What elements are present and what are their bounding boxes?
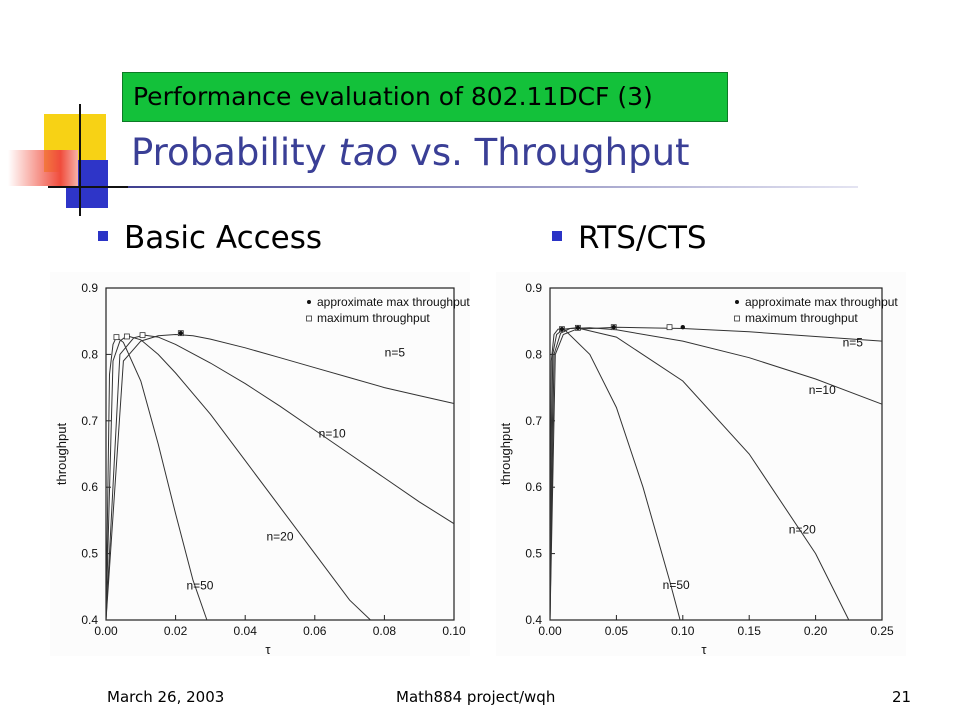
curve-label: n=50 bbox=[663, 578, 690, 592]
series-line-n-5 bbox=[105, 333, 455, 621]
x-tick-label: 0.06 bbox=[303, 624, 327, 638]
legend-item: approximate max throughput bbox=[317, 295, 470, 309]
y-tick-label: 0.4 bbox=[525, 613, 542, 627]
bullet-square-icon bbox=[98, 230, 108, 241]
y-tick-label: 0.7 bbox=[81, 414, 98, 428]
x-tick-label: 0.15 bbox=[738, 624, 762, 638]
approx-max-throughput-point bbox=[680, 324, 685, 330]
approx-max-throughput-point bbox=[559, 326, 565, 332]
series-line-n-20 bbox=[549, 327, 850, 621]
series-line-n-10 bbox=[549, 327, 883, 621]
y-tick-label: 0.5 bbox=[525, 547, 542, 561]
curve-label: n=5 bbox=[843, 335, 864, 349]
chart-rts-cts: 0.00 0.05 0.10 0.15 0.20 0.25 0.4 0.5 0.6 0.7 0.8 0… bbox=[496, 272, 906, 656]
legend-dot-marker bbox=[735, 300, 739, 304]
y-axis-label: throughput bbox=[54, 423, 69, 486]
x-tick-label: 0.10 bbox=[442, 624, 466, 638]
legend-dot-marker bbox=[307, 300, 311, 304]
legend-item: maximum throughput bbox=[745, 311, 858, 325]
y-tick-label: 0.4 bbox=[81, 613, 98, 627]
x-tick-label: 0.10 bbox=[671, 624, 695, 638]
x-tick-label: 0.02 bbox=[164, 624, 188, 638]
footer-project: Math884 project/wqh bbox=[396, 688, 556, 706]
plot-frame bbox=[549, 287, 883, 621]
bullet-rts-cts: RTS/CTS bbox=[552, 220, 707, 256]
bullet-label: Basic Access bbox=[124, 220, 323, 256]
max-throughput-point bbox=[139, 332, 146, 339]
curve-label: n=5 bbox=[385, 345, 406, 359]
plot-frame bbox=[105, 287, 455, 621]
bullet-label: RTS/CTS bbox=[578, 220, 707, 256]
bullet-square-icon bbox=[552, 230, 562, 241]
x-axis-label: τ bbox=[701, 642, 707, 656]
y-tick-label: 0.5 bbox=[81, 547, 98, 561]
approx-max-throughput-point bbox=[575, 325, 581, 331]
decor-vertical-line bbox=[79, 104, 81, 216]
y-tick-label: 0.6 bbox=[525, 480, 542, 494]
curve-label: n=20 bbox=[266, 529, 293, 543]
max-throughput-point bbox=[113, 334, 120, 341]
x-tick-label: 0.05 bbox=[605, 624, 629, 638]
y-tick-label: 0.6 bbox=[81, 480, 98, 494]
title-prefix: Probability bbox=[131, 131, 339, 174]
max-throughput-point bbox=[666, 324, 673, 331]
chart-basic-access: 0.00 0.02 0.04 0.06 0.08 0.10 0.4 0.5 0.6 0.7 0.8 0… bbox=[50, 272, 470, 656]
approx-max-throughput-point bbox=[611, 324, 616, 330]
footer-date: March 26, 2003 bbox=[107, 688, 225, 706]
legend-square-marker bbox=[734, 315, 740, 322]
title-suffix: vs. Throughput bbox=[398, 131, 690, 174]
legend-item: maximum throughput bbox=[317, 311, 430, 325]
series-line-n-20 bbox=[105, 335, 371, 621]
curve-label: n=20 bbox=[789, 523, 816, 537]
series-line-n-50 bbox=[549, 327, 681, 621]
footer-page-number: 21 bbox=[892, 688, 912, 706]
legend-item: approximate max throughput bbox=[745, 295, 898, 309]
series-line-n-5 bbox=[549, 326, 883, 621]
title-italic: tao bbox=[338, 131, 399, 174]
slide-title: Probability tao vs. Throughput bbox=[131, 131, 690, 174]
x-tick-label: 0.25 bbox=[870, 624, 894, 638]
y-tick-label: 0.7 bbox=[525, 414, 542, 428]
series-line-n-10 bbox=[105, 334, 455, 621]
curve-label: n=10 bbox=[809, 383, 836, 397]
y-tick-label: 0.8 bbox=[525, 347, 542, 361]
x-tick-label: 0.04 bbox=[234, 624, 258, 638]
section-label: Performance evaluation of 802.11DCF (3) bbox=[122, 72, 728, 122]
x-tick-label: 0.20 bbox=[804, 624, 828, 638]
y-tick-label: 0.9 bbox=[81, 281, 98, 295]
max-throughput-point bbox=[123, 333, 130, 340]
x-tick-label: 0.00 bbox=[538, 624, 562, 638]
curve-label: n=50 bbox=[186, 578, 213, 592]
legend-square-marker bbox=[306, 315, 312, 322]
approx-max-throughput-point bbox=[178, 330, 184, 336]
bullet-basic-access: Basic Access bbox=[98, 220, 322, 256]
x-axis-label: τ bbox=[265, 642, 271, 656]
chart-rts-cts-svg: 0.00 0.05 0.10 0.15 0.20 0.25 0.4 0.5 0.6 0.7 0.8 0… bbox=[498, 281, 898, 656]
y-axis-label: throughput bbox=[498, 423, 513, 486]
y-tick-label: 0.8 bbox=[81, 347, 98, 361]
x-tick-label: 0.00 bbox=[94, 624, 118, 638]
title-underline bbox=[48, 186, 858, 188]
decor-red-square bbox=[8, 150, 78, 186]
curve-label: n=10 bbox=[319, 426, 346, 440]
y-tick-label: 0.9 bbox=[525, 281, 542, 295]
series-line-n-50 bbox=[105, 336, 208, 621]
x-tick-label: 0.08 bbox=[373, 624, 397, 638]
chart-basic-access-svg: 0.00 0.02 0.04 0.06 0.08 0.10 0.4 0.5 0.6 0.7 0.8 0… bbox=[54, 281, 470, 656]
